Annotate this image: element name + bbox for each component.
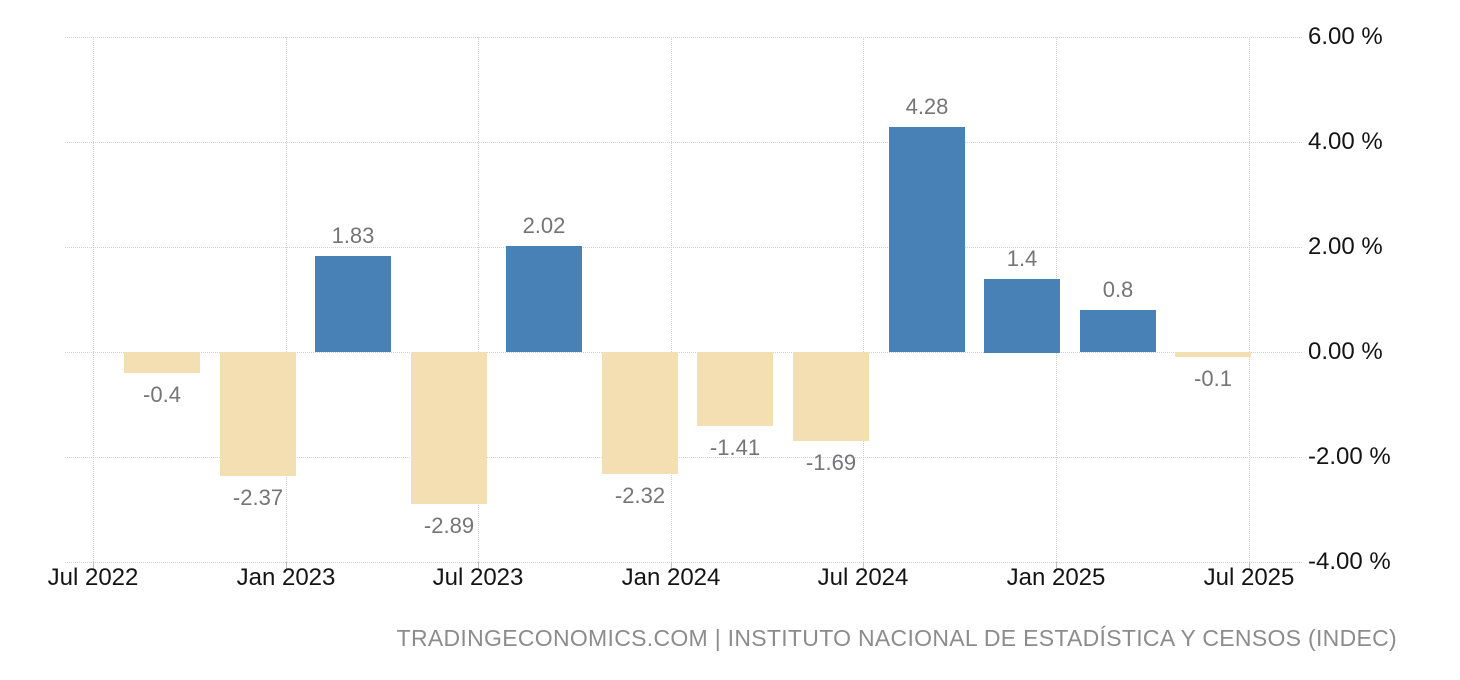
gridline-horizontal [65, 247, 1302, 248]
bar[interactable] [315, 256, 391, 352]
bar-value-label: -0.4 [143, 382, 181, 407]
gridline-horizontal [65, 457, 1302, 458]
bar-value-label: 1.4 [1006, 246, 1038, 271]
bar-value-label: 4.28 [905, 94, 949, 119]
bar-value-label: 1.83 [331, 223, 375, 248]
x-axis-label: Jul 2024 [817, 564, 909, 591]
gridline-horizontal [65, 562, 1302, 563]
bar[interactable] [506, 246, 582, 352]
gridline-vertical [286, 37, 287, 562]
bar[interactable] [984, 279, 1060, 353]
x-axis-tick [1056, 562, 1057, 569]
x-axis-label: Jan 2025 [1006, 564, 1106, 591]
bar[interactable] [124, 352, 200, 373]
x-axis-label: Jul 2025 [1203, 564, 1295, 591]
gridline-vertical [671, 37, 672, 562]
x-axis-tick [671, 562, 672, 569]
gridline-vertical [93, 37, 94, 562]
bar-value-label: 0.8 [1102, 277, 1134, 302]
bar[interactable] [889, 127, 965, 352]
gridline-vertical [1249, 37, 1250, 562]
bar-value-label: -1.69 [805, 450, 857, 475]
x-axis-tick [93, 562, 94, 569]
x-axis-label: Jan 2023 [236, 564, 336, 591]
gridline-horizontal [65, 142, 1302, 143]
x-axis-label: Jul 2022 [47, 564, 139, 591]
y-axis-label: 2.00 % [1308, 233, 1383, 260]
bar[interactable] [411, 352, 487, 504]
x-axis-tick [478, 562, 479, 569]
y-axis-label: 0.00 % [1308, 338, 1383, 365]
bar[interactable] [793, 352, 869, 441]
bar-value-label: -1.41 [709, 435, 761, 460]
bar-value-label: -2.37 [232, 485, 284, 510]
bar-value-label: 2.02 [522, 213, 566, 238]
bar[interactable] [220, 352, 296, 476]
gridline-horizontal [65, 37, 1302, 38]
bar-value-label: -2.89 [423, 513, 475, 538]
bar[interactable] [697, 352, 773, 426]
x-axis-label: Jul 2023 [432, 564, 524, 591]
bar-value-label: -2.32 [614, 483, 666, 508]
bar[interactable] [1175, 352, 1251, 357]
y-axis-label: 4.00 % [1308, 128, 1383, 155]
bar[interactable] [1080, 310, 1156, 352]
x-axis-label: Jan 2024 [621, 564, 721, 591]
x-axis-tick [286, 562, 287, 569]
x-axis-tick [863, 562, 864, 569]
bar[interactable] [602, 352, 678, 474]
y-axis-label: -2.00 % [1308, 443, 1391, 470]
x-axis-tick [1249, 562, 1250, 569]
bar-value-label: -0.1 [1194, 366, 1232, 391]
gridline-vertical [478, 37, 479, 562]
y-axis-label: 6.00 % [1308, 23, 1383, 50]
gridline-vertical [863, 37, 864, 562]
y-axis-label: -4.00 % [1308, 548, 1391, 575]
gridline-horizontal [65, 352, 1302, 353]
attribution-text: TRADINGECONOMICS.COM | INSTITUTO NACIONA… [396, 625, 1397, 651]
